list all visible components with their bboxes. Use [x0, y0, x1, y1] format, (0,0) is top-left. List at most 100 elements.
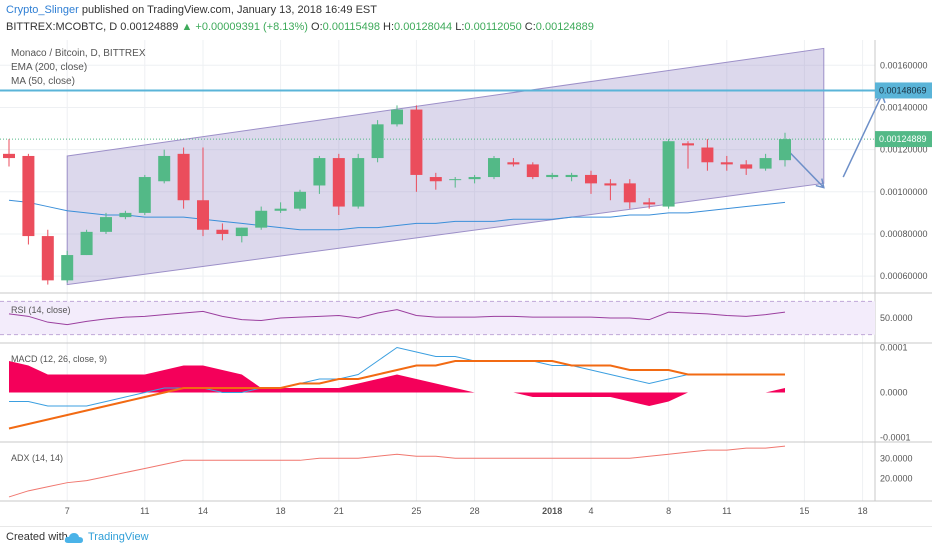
created-with-text: Created with	[6, 531, 68, 543]
adx-title: ADX (14, 14)	[11, 453, 63, 463]
last-price-label: 0.00124889	[879, 134, 927, 144]
macd-tick-label: 0.0001	[880, 343, 908, 353]
high-label: H:	[383, 21, 395, 33]
candle-body	[488, 158, 500, 178]
symbol-line: BITTREX:MCOBTC, D 0.00124889 ▲ +0.000093…	[6, 21, 594, 33]
ma50-line	[8, 199, 786, 231]
candle-body	[740, 164, 753, 169]
tradingview-cloud-icon	[64, 533, 83, 543]
x-tick-label: 2018	[542, 506, 562, 516]
ema-legend: EMA (200, close)	[11, 62, 87, 73]
open-value: 0.00115498	[322, 21, 380, 33]
price-tick-label: 0.00140000	[880, 102, 928, 112]
candle-body	[468, 177, 481, 180]
candle-body	[429, 177, 442, 182]
price-tick-label: 0.00100000	[880, 187, 928, 197]
candle-body	[779, 139, 791, 161]
rsi-tick-label: 50.0000	[880, 313, 913, 323]
candle-body	[313, 158, 326, 186]
chart-area[interactable]: 7 11 14 18 21 25 28 2018 4 8 11 15 18 0.00160000 0.001…	[0, 40, 932, 526]
price-change: ▲ +0.00009391 (+8.13%)	[181, 21, 308, 33]
x-tick-label: 4	[588, 506, 593, 516]
rsi-band	[0, 301, 875, 335]
candle-body	[682, 143, 694, 146]
signal-line	[8, 360, 785, 430]
candle-body	[526, 164, 539, 178]
adx-tick-label: 30.0000	[880, 453, 913, 463]
candle-body	[274, 208, 287, 211]
candle-body	[623, 183, 636, 203]
candle-body	[177, 153, 190, 201]
candle-body	[720, 162, 733, 165]
chart-svg[interactable]: 7 11 14 18 21 25 28 2018 4 8 11 15 18 0.00160000 0.001…	[0, 40, 932, 526]
close-label: C:	[524, 21, 536, 33]
candle-body	[197, 200, 209, 230]
candle-body	[61, 255, 74, 281]
price-tick-label: 0.00160000	[880, 60, 928, 70]
tradingview-brand[interactable]: TradingView	[88, 531, 149, 543]
candle-body	[546, 174, 559, 178]
candle-body	[507, 162, 520, 165]
candle-body	[100, 217, 112, 232]
adx-line	[8, 445, 786, 498]
x-tick-label: 8	[666, 506, 671, 516]
rsi-title: RSI (14, close)	[11, 305, 71, 315]
forecast-arrow-down-head	[815, 178, 825, 189]
candle-body	[255, 210, 268, 228]
x-tick-label: 7	[65, 506, 70, 516]
x-tick-label: 18	[858, 506, 868, 516]
macd-title: MACD (12, 26, close, 9)	[11, 354, 107, 364]
candle-body	[662, 141, 675, 207]
published-text: published on TradingView.com, January 13…	[81, 4, 377, 16]
rsi-line	[8, 309, 786, 326]
candle-body	[119, 212, 132, 218]
candle-body	[158, 155, 171, 182]
candle-body	[332, 158, 345, 207]
price-tick-label: 0.00080000	[880, 229, 928, 239]
resistance-price-badge	[875, 82, 932, 99]
x-tick-label: 11	[722, 506, 731, 516]
x-tick-label: 15	[799, 506, 809, 516]
candle-body	[216, 229, 229, 234]
candle-body	[41, 236, 54, 281]
main-pane-title: Monaco / Bitcoin, D, BITTREX	[11, 48, 146, 59]
macd-tick-label: 0.0000	[880, 388, 908, 398]
footer: Created with TradingView	[0, 526, 932, 551]
high-value: 0.00128044	[394, 21, 453, 33]
candle-body	[410, 109, 423, 175]
candle-body	[565, 174, 578, 178]
candle-body	[80, 231, 93, 256]
candle-body	[585, 174, 597, 184]
macd-histogram	[9, 361, 785, 406]
candle-body	[22, 155, 35, 237]
candle-body	[391, 109, 403, 125]
last-price-badge	[875, 131, 932, 148]
candle-body	[449, 179, 462, 181]
candle-body	[643, 202, 656, 205]
candle-body	[604, 183, 617, 186]
candle-body	[294, 191, 306, 209]
candle-body	[138, 177, 151, 213]
author-link[interactable]: Crypto_Slinger	[6, 4, 79, 16]
open-label: O:	[311, 21, 323, 33]
candle-body	[352, 158, 365, 207]
publish-line: Crypto_Slinger published on TradingView.…	[6, 4, 377, 16]
candle-body	[3, 153, 15, 159]
candle-body	[235, 227, 248, 237]
low-value: 0.00112050	[464, 21, 522, 33]
candle-body	[371, 124, 384, 159]
close-value: 0.00124889	[535, 21, 594, 33]
forecast-arrow-up	[842, 94, 883, 178]
forecast-arrow-down	[784, 147, 825, 189]
x-tick-label: 14	[198, 506, 208, 516]
x-tick-label: 11	[140, 506, 149, 516]
low-label: L:	[455, 21, 465, 33]
chart-header: Crypto_Slinger published on TradingView.…	[0, 0, 932, 40]
x-tick-label: 28	[470, 506, 480, 516]
x-tick-label: 25	[411, 506, 421, 516]
resistance-price-label: 0.00148069	[879, 85, 927, 95]
symbol-name: BITTREX:MCOBTC, D	[6, 21, 118, 33]
price-tick-label: 0.00060000	[880, 271, 928, 281]
price-tick-label: 0.00120000	[880, 145, 928, 155]
x-tick-label: 21	[334, 506, 344, 516]
